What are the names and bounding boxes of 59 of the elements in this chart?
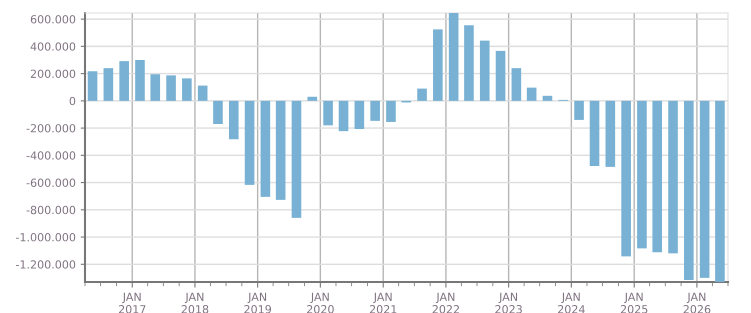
bar: [244, 100, 254, 185]
bar: [512, 68, 522, 101]
y-tick-label: -1.000.000: [16, 233, 76, 242]
bar: [526, 88, 536, 101]
bar: [166, 75, 176, 101]
bar: [715, 100, 725, 282]
bar: [88, 71, 98, 101]
y-tick-label: 600.000: [30, 15, 76, 24]
bar: [433, 29, 443, 101]
bar: [150, 74, 160, 101]
bar: [496, 50, 506, 101]
y-tick-label: -800.000: [26, 206, 76, 214]
bar: [260, 100, 270, 197]
bar: [370, 100, 380, 121]
bar: [684, 100, 694, 280]
bar: [480, 40, 490, 101]
bar: [135, 60, 145, 101]
y-tick-label: -200.000: [26, 124, 76, 132]
bar: [213, 100, 223, 124]
x-tick-label: JAN 2025: [620, 292, 648, 313]
bar: [464, 25, 474, 101]
y-tick-label: -1.200.000: [16, 260, 76, 269]
x-tick-label: JAN 2023: [495, 292, 522, 313]
x-tick-label: JAN 2026: [684, 292, 710, 313]
bar: [386, 100, 396, 122]
bar: [198, 86, 208, 101]
bar: [574, 100, 584, 120]
x-tick-label: JAN 2017: [118, 292, 146, 313]
x-tick-label: JAN 2020: [307, 292, 334, 313]
x-tick-label: JAN 2018: [182, 292, 208, 313]
bar: [276, 100, 286, 200]
x-tick-label: JAN 2022: [432, 292, 459, 313]
y-tick-label: 400.000: [30, 42, 76, 51]
x-tick-label: JAN 2019: [244, 292, 272, 313]
bar: [542, 96, 552, 101]
bar: [700, 100, 710, 278]
bar: [590, 100, 600, 166]
bar: [668, 100, 678, 254]
bar: [637, 100, 647, 248]
bar: [338, 100, 348, 132]
x-tick-label: JAN 2024: [558, 292, 585, 313]
bar: [307, 96, 318, 101]
bar: [606, 100, 616, 167]
bar: [417, 88, 427, 101]
bar: [119, 61, 129, 101]
bar: [448, 13, 458, 101]
bar: [292, 100, 302, 218]
bar: [652, 100, 662, 252]
bar: [354, 100, 364, 130]
bar: [182, 78, 192, 101]
y-tick-label: -600.000: [26, 178, 76, 187]
bar: [104, 68, 114, 101]
y-tick-label: -400.000: [26, 151, 76, 160]
bar: [228, 100, 239, 140]
y-tick-label: 200.000: [30, 70, 76, 78]
bar: [323, 100, 333, 126]
y-tick-label: 0: [70, 96, 76, 106]
bar: [621, 100, 631, 256]
x-tick-label: JAN 2021: [370, 292, 396, 313]
